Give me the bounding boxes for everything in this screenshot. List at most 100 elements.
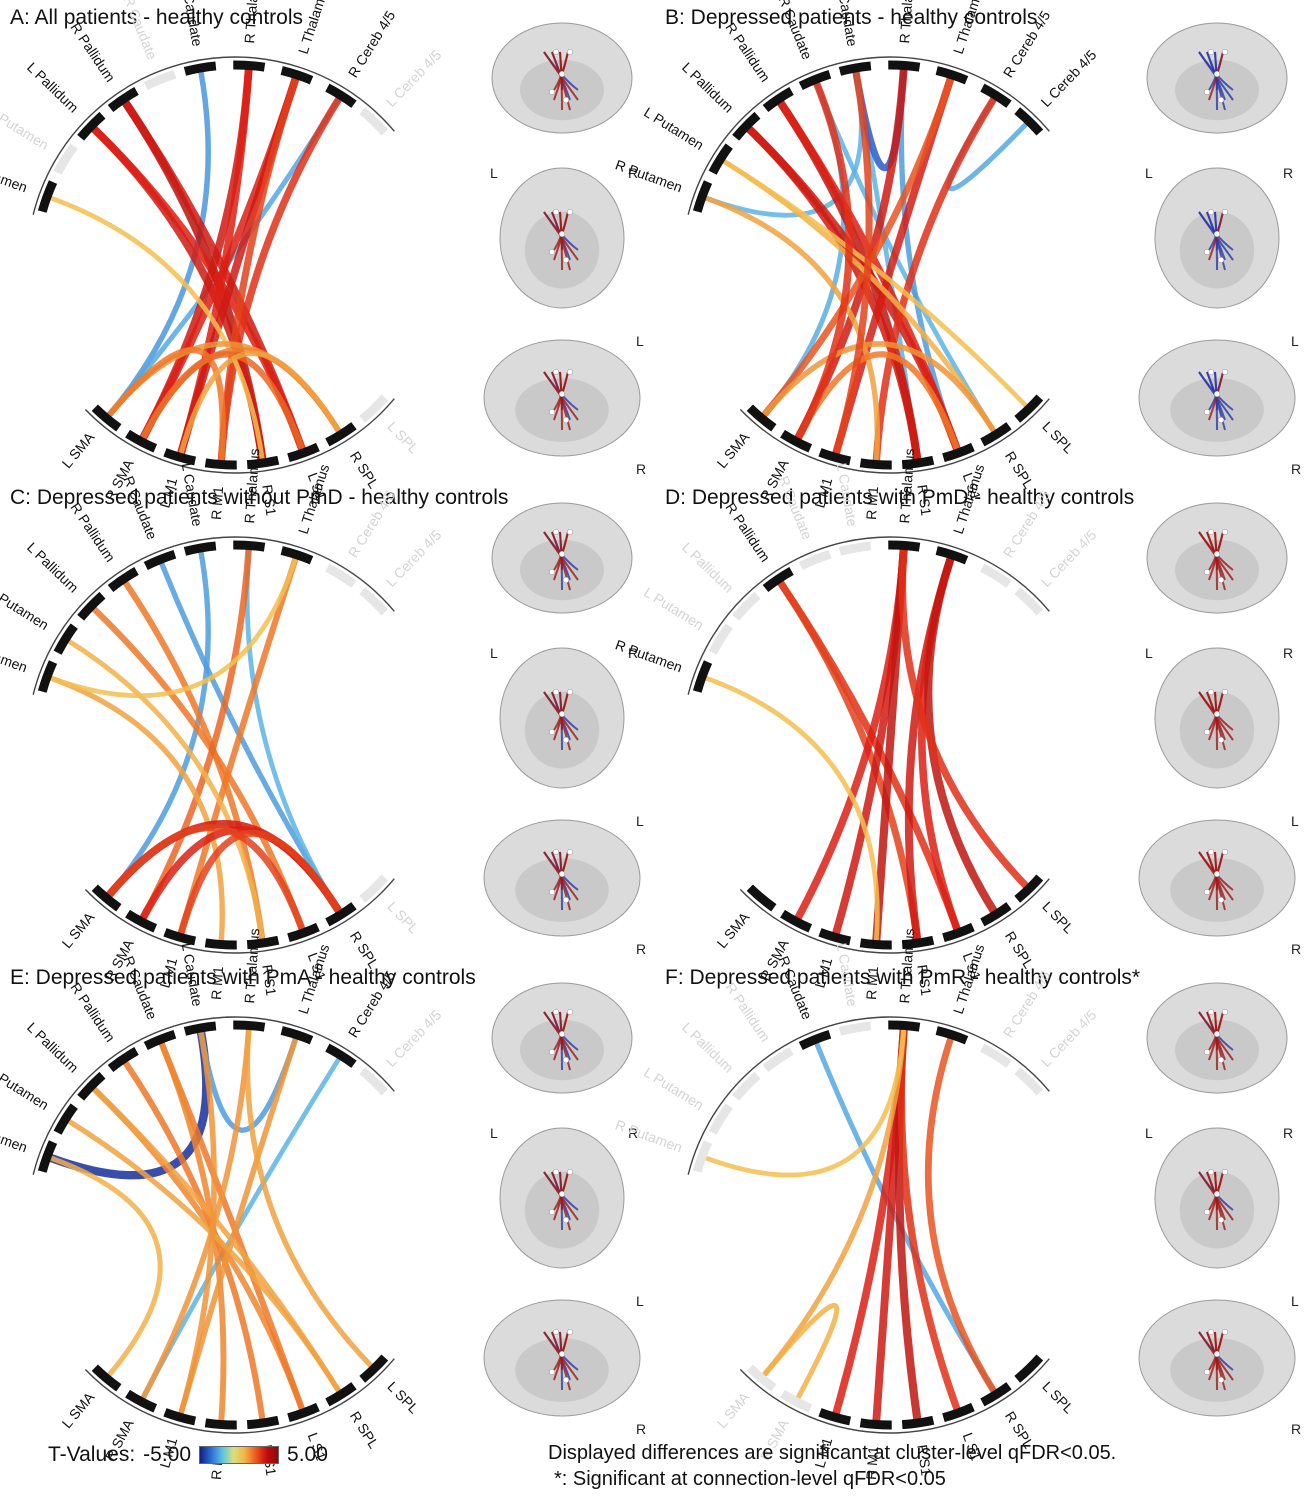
- node-block: [942, 1402, 975, 1423]
- node-block: [183, 541, 217, 556]
- node-label: L Cereb 4/5: [1038, 46, 1100, 110]
- node-block: [246, 455, 280, 470]
- node-block: [359, 874, 389, 903]
- node-label: R Putamen: [0, 156, 30, 195]
- panel-title: F: Depressed patients with PmR - healthy…: [665, 966, 1141, 989]
- node-block: [204, 458, 237, 470]
- node-block: [125, 429, 158, 453]
- node-label: L Cereb 4/5: [1038, 1006, 1100, 1070]
- node-block: [325, 902, 357, 927]
- node-block: [762, 87, 794, 113]
- node-label: L SMA: [59, 909, 98, 952]
- right-marker: R: [636, 941, 646, 957]
- node-block: [818, 1408, 852, 1426]
- node-label: L Putamen: [0, 584, 52, 633]
- node-block: [183, 61, 217, 76]
- left-marker: L: [490, 645, 498, 661]
- node-block: [798, 549, 832, 571]
- node-block: [901, 935, 935, 950]
- note-line-2: *: Significant at connection-level qFDR<…: [554, 1468, 946, 1490]
- node-label: R Pallidum: [67, 20, 118, 85]
- node-label: L Cereb 4/5: [383, 1006, 445, 1070]
- right-marker: R: [628, 1125, 638, 1141]
- node-block: [780, 429, 813, 453]
- brain-views: L RLR: [483, 982, 646, 1437]
- panel-title: E: Depressed patients with PmA - healthy…: [10, 966, 476, 989]
- tvalues-label: T-Values:: [48, 1443, 136, 1466]
- node-label: R M1: [208, 486, 226, 521]
- connection: [794, 351, 961, 453]
- left-marker: L: [1291, 333, 1299, 349]
- node-block: [280, 66, 314, 85]
- sagittal-brain-view: [1146, 982, 1288, 1094]
- node-label: L Pallidum: [24, 59, 82, 116]
- node-label: L SPL: [1039, 418, 1077, 456]
- connection: [761, 1302, 840, 1401]
- connection: [898, 545, 1030, 890]
- tvalue-min: -5.00: [143, 1443, 192, 1466]
- node-block: [818, 448, 852, 466]
- panel-a: A: All patients - healthy controls R Put…: [0, 0, 655, 520]
- right-marker: R: [1283, 1125, 1293, 1141]
- node-block: [901, 455, 935, 470]
- significance-note: Displayed differences are significant at…: [548, 1440, 1116, 1492]
- node-block: [287, 922, 320, 943]
- connection: [244, 1026, 374, 1369]
- right-marker: R: [636, 461, 646, 477]
- right-marker: R: [1291, 461, 1301, 477]
- connection: [721, 158, 1029, 409]
- node-block: [732, 111, 761, 141]
- axial-brain-view: LR: [483, 813, 646, 957]
- node-block: [888, 540, 921, 552]
- right-marker: R: [628, 645, 638, 661]
- node-block: [708, 143, 733, 175]
- node-block: [798, 69, 832, 91]
- node-block: [859, 458, 892, 470]
- right-marker: R: [1283, 645, 1293, 661]
- node-block: [325, 563, 357, 588]
- node-block: [980, 83, 1012, 108]
- node-block: [143, 69, 177, 91]
- connection: [139, 546, 252, 922]
- node-block: [708, 1103, 733, 1135]
- right-marker: R: [1283, 165, 1293, 181]
- node-block: [325, 1382, 357, 1407]
- node-block: [287, 1402, 320, 1423]
- panel-c: C: Depressed patients without PmD - heal…: [0, 448, 655, 1000]
- node-label: L Putamen: [0, 104, 52, 153]
- node-block: [233, 1020, 266, 1032]
- node-label: L Pallidum: [679, 1019, 737, 1076]
- node-block: [888, 60, 921, 72]
- node-block: [780, 1389, 813, 1413]
- connection: [244, 547, 342, 914]
- tvalue-max: 5.00: [287, 1443, 328, 1466]
- connection: [217, 75, 300, 465]
- node-block: [163, 928, 197, 946]
- connections: [48, 65, 343, 465]
- node-block: [818, 928, 852, 946]
- connection: [106, 549, 211, 898]
- node-block: [692, 660, 713, 693]
- node-label: L SMA: [714, 909, 753, 952]
- node-block: [859, 1418, 892, 1430]
- node-block: [37, 660, 58, 693]
- panel-f: F: Depressed patients with PmR - healthy…: [613, 928, 1310, 1480]
- node-label: L Putamen: [0, 1064, 52, 1113]
- right-marker: R: [1291, 1421, 1301, 1437]
- connection: [48, 195, 265, 462]
- node-label: R M1: [208, 966, 226, 1001]
- node-block: [125, 1389, 158, 1413]
- sagittal-brain-view: [491, 502, 633, 614]
- node-block: [980, 1043, 1012, 1068]
- node-block: [287, 442, 320, 463]
- node-block: [77, 111, 106, 141]
- node-label: R Thalamus: [241, 448, 262, 524]
- note-line-1: Displayed differences are significant at…: [548, 1442, 1117, 1464]
- node-block: [125, 909, 158, 933]
- brain-views: L RLR: [483, 22, 646, 477]
